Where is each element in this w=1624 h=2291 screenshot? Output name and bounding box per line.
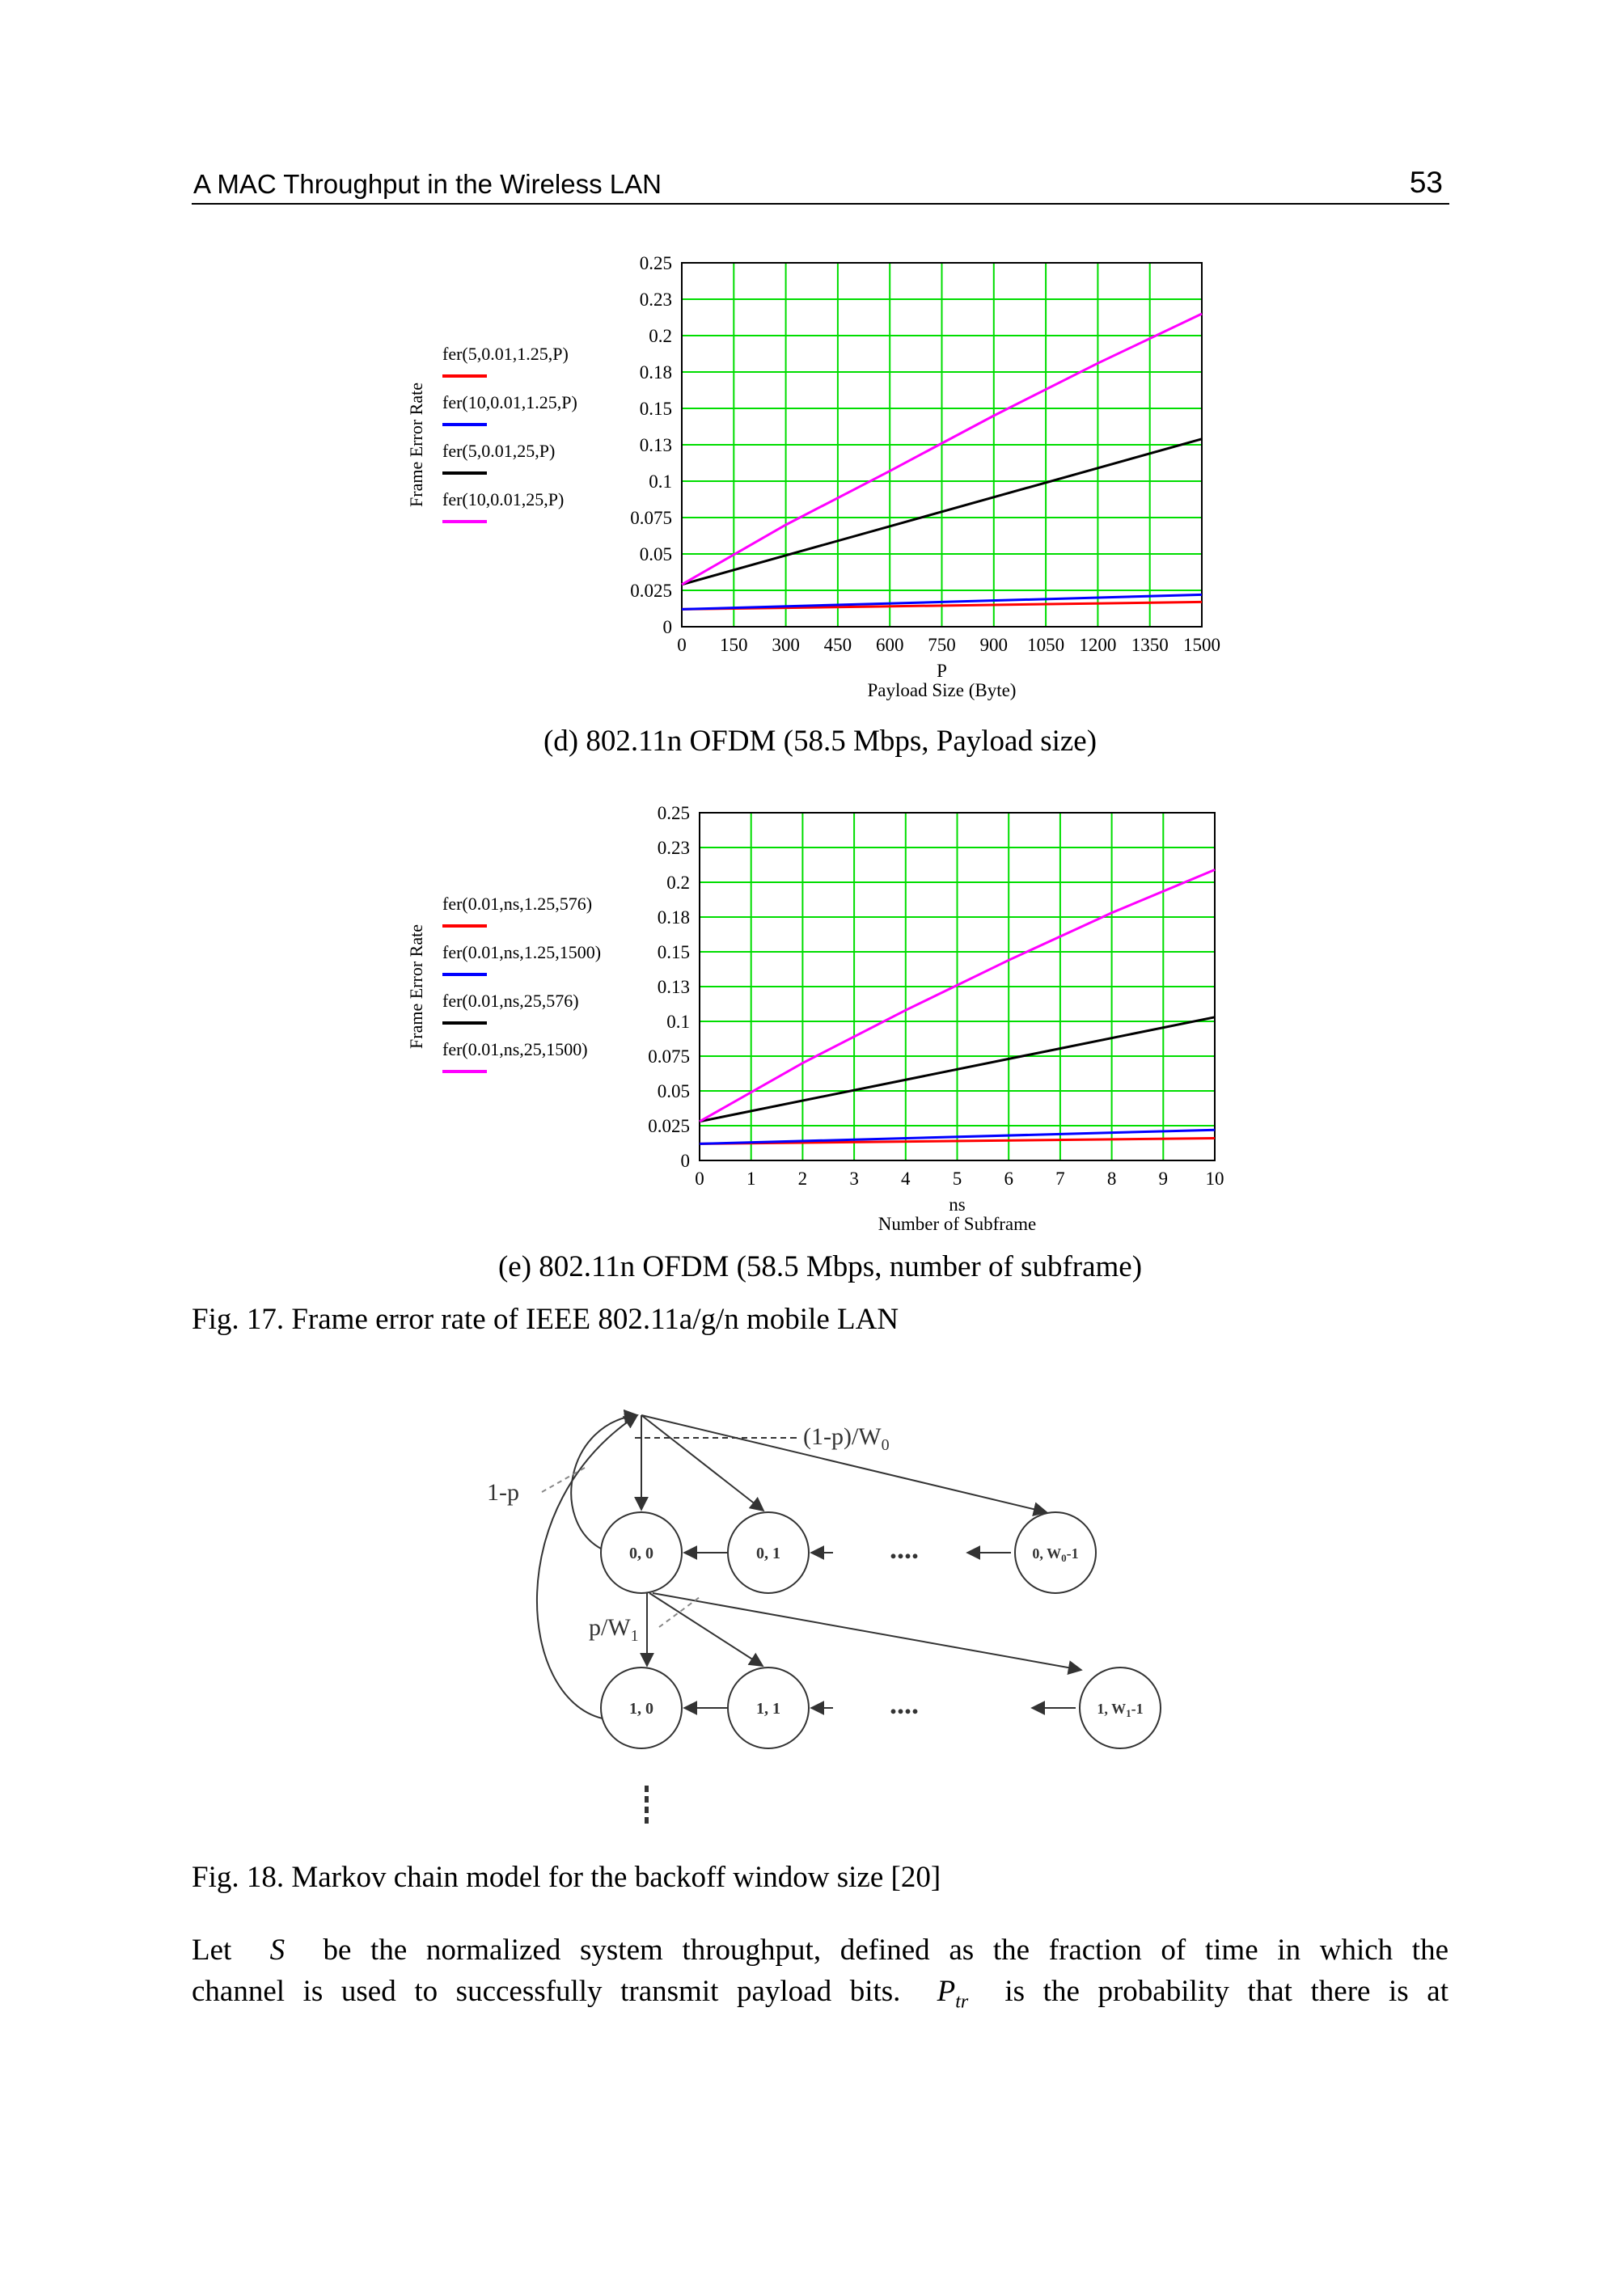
x-tick-label: 5 bbox=[953, 1169, 962, 1189]
y-tick-label: 0.23 bbox=[640, 290, 672, 310]
legend-label-3: fer(5,0.01,25,P) bbox=[442, 441, 555, 461]
series-line-2 bbox=[699, 1128, 1216, 1145]
state-0-0 bbox=[600, 1511, 683, 1594]
x-tick-label: 600 bbox=[876, 635, 904, 655]
plot-frame bbox=[681, 262, 1203, 628]
y-tick-label: 0.025 bbox=[630, 581, 672, 601]
series-line-3 bbox=[699, 1016, 1216, 1123]
chart-e-subframes: 0 1 2 3 4 5 6 7 8 9 10 0 0.025 0.05 0.075 0.1 0.13 0.15 0.… bbox=[406, 803, 1224, 1234]
running-header: A MAC Throughput in the Wireless LAN 53 bbox=[192, 164, 1449, 205]
plot-frame bbox=[699, 812, 1216, 1161]
legend-label-1: fer(5,0.01,1.25,P) bbox=[442, 344, 569, 364]
x-tick-label: 1500 bbox=[1183, 635, 1220, 655]
x-tick-label: 6 bbox=[1004, 1169, 1013, 1189]
y-tick-label: 0 bbox=[681, 1151, 691, 1171]
y-tick-label: 0.25 bbox=[640, 253, 672, 273]
x-tick-label: 1 bbox=[746, 1169, 756, 1189]
y-tick-label: 0.025 bbox=[648, 1116, 690, 1136]
y-tick-label: 0.18 bbox=[640, 362, 672, 383]
y-tick-label: 0.15 bbox=[640, 399, 672, 419]
y-tick-label: 0 bbox=[663, 617, 673, 637]
legend-label-2: fer(10,0.01,1.25,P) bbox=[442, 392, 577, 412]
ellipsis-row-0: .... bbox=[890, 1532, 919, 1565]
x-tick-label: 4 bbox=[901, 1169, 911, 1189]
x-axis-label: Payload Size (Byte) bbox=[868, 680, 1017, 700]
x-tick-label: 10 bbox=[1206, 1169, 1224, 1189]
state-1-0-label: 1, 0 bbox=[629, 1700, 653, 1718]
x-axis-variable: P bbox=[937, 661, 947, 681]
page-number: 53 bbox=[1409, 166, 1443, 199]
y-tick-label: 0.13 bbox=[658, 977, 690, 997]
x-axis-variable: ns bbox=[949, 1194, 966, 1215]
x-axis-label: Number of Subframe bbox=[878, 1214, 1036, 1234]
state-1-w-label: 1, W1-1 bbox=[1097, 1701, 1143, 1719]
y-tick-label: 0.15 bbox=[658, 942, 690, 962]
figure-17-caption: Fig. 17. Frame error rate of IEEE 802.11… bbox=[192, 1303, 899, 1336]
label-one-minus-p: 1-p bbox=[487, 1479, 519, 1506]
state-0-1-label: 0, 1 bbox=[756, 1545, 780, 1562]
x-tick-label: 8 bbox=[1107, 1169, 1117, 1189]
y-tick-label: 0.05 bbox=[640, 544, 672, 564]
state-0-0-label: 0, 0 bbox=[629, 1545, 653, 1562]
y-tick-label: 0.1 bbox=[666, 1012, 690, 1032]
y-tick-label: 0.2 bbox=[666, 873, 690, 893]
x-tick-label: 3 bbox=[849, 1169, 859, 1189]
legend-label-3: fer(0.01,ns,25,576) bbox=[442, 991, 579, 1011]
state-1-w bbox=[1079, 1667, 1161, 1749]
x-tick-label: 1050 bbox=[1027, 635, 1064, 655]
x-tick-label: 900 bbox=[980, 635, 1009, 655]
body-line-2: channel is used to successfully transmit… bbox=[192, 1975, 1448, 2013]
x-tick-label: 0 bbox=[695, 1169, 704, 1189]
series-line-3 bbox=[681, 437, 1203, 586]
x-tick-label: 750 bbox=[928, 635, 956, 655]
x-tick-label: 1350 bbox=[1131, 635, 1169, 655]
state-1-0 bbox=[600, 1667, 683, 1749]
y-axis-label: Frame Error Rate bbox=[406, 924, 426, 1049]
y-tick-label: 0.1 bbox=[649, 471, 672, 492]
series-line-4 bbox=[681, 312, 1203, 586]
y-tick-label: 0.23 bbox=[658, 838, 690, 858]
label-p-over-w1: p/W1 bbox=[589, 1614, 639, 1645]
y-axis-label: Frame Error Rate bbox=[406, 383, 426, 507]
series-line-2 bbox=[681, 593, 1203, 611]
y-tick-label: 0.075 bbox=[630, 508, 672, 528]
legend-label-4: fer(0.01,ns,25,1500) bbox=[442, 1039, 588, 1059]
body-line-1: Let S be the normalized system throughpu… bbox=[192, 1934, 1449, 1967]
y-tick-label: 0.13 bbox=[640, 435, 672, 455]
x-tick-label: 450 bbox=[824, 635, 852, 655]
legend-label-2: fer(0.01,ns,1.25,1500) bbox=[442, 942, 601, 962]
state-1-1-label: 1, 1 bbox=[756, 1700, 780, 1718]
series-line-4 bbox=[699, 869, 1216, 1123]
x-tick-label: 0 bbox=[677, 635, 687, 655]
chart-d-payload-size: 0 150 300 450 600 750 900 1050 1200 1350 1500 0 0.02… bbox=[406, 253, 1220, 700]
ellipsis-row-1: .... bbox=[890, 1688, 919, 1720]
x-tick-label: 9 bbox=[1159, 1169, 1169, 1189]
figure-18-caption: Fig. 18. Markov chain model for the back… bbox=[192, 1861, 941, 1894]
legend-label-4: fer(10,0.01,25,P) bbox=[442, 489, 564, 509]
y-tick-label: 0.25 bbox=[658, 803, 690, 823]
markov-chain-diagram: 0, 0 0, 1 0, W0-1 1, 0 1, 1 1, W1-1 1-p … bbox=[487, 1409, 1161, 1824]
x-tick-label: 7 bbox=[1055, 1169, 1065, 1189]
figure-e-caption: (e) 802.11n OFDM (58.5 Mbps, number of s… bbox=[497, 1250, 1143, 1283]
y-tick-label: 0.075 bbox=[648, 1046, 690, 1067]
x-tick-label: 300 bbox=[772, 635, 800, 655]
state-0-w bbox=[1014, 1511, 1097, 1594]
figure-d-caption: (d) 802.11n OFDM (58.5 Mbps, Payload siz… bbox=[543, 725, 1097, 758]
x-tick-label: 150 bbox=[720, 635, 748, 655]
legend-label-1: fer(0.01,ns,1.25,576) bbox=[442, 894, 592, 914]
state-0-w-label: 0, W0-1 bbox=[1032, 1545, 1078, 1564]
y-tick-label: 0.05 bbox=[658, 1081, 690, 1101]
x-tick-label: 1200 bbox=[1079, 635, 1116, 655]
series-line-1 bbox=[699, 1137, 1216, 1145]
y-tick-label: 0.2 bbox=[649, 326, 672, 346]
running-title: A MAC Throughput in the Wireless LAN bbox=[193, 169, 662, 199]
label-top-probability: (1-p)/W0 bbox=[803, 1423, 890, 1454]
x-tick-label: 2 bbox=[798, 1169, 808, 1189]
y-tick-label: 0.18 bbox=[658, 907, 690, 928]
body-paragraph: Let S be the normalized system throughpu… bbox=[192, 1930, 1448, 2023]
